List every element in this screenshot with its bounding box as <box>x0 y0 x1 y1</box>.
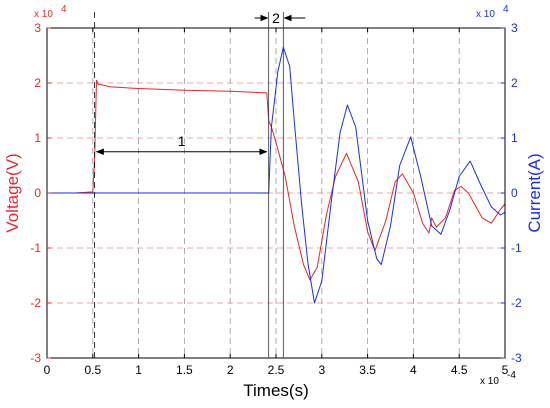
x-axis-multiplier: x 10 -4 <box>480 370 516 387</box>
x-tick-label: 2 <box>227 363 234 377</box>
y-left-multiplier-base: x 10 <box>34 9 53 20</box>
y-right-tick-label: -2 <box>511 296 522 310</box>
x-tick-label: 0 <box>44 363 51 377</box>
y-axis-right-multiplier: x 10 4 <box>476 4 509 20</box>
y-right-multiplier-exponent: 4 <box>503 4 509 15</box>
y-left-tick-label: -2 <box>30 296 41 310</box>
axis-ticks: 0 0.5 1 1.5 2 2.5 3 3.5 4 4.5 5-3-2-10123-3-2-1012… <box>30 21 522 377</box>
interval-1-label: 1 <box>178 133 186 149</box>
annotation-layer: 12 <box>95 10 306 155</box>
x-tick-label: 0.5 <box>84 363 101 377</box>
y-right-tick-label: 3 <box>511 21 518 35</box>
y-right-tick-label: 2 <box>511 76 518 90</box>
annotation-marker-lines <box>94 12 284 358</box>
y-right-multiplier-base: x 10 <box>476 9 495 20</box>
y-left-tick-label: -1 <box>30 241 41 255</box>
x-tick-label: 2.5 <box>268 363 285 377</box>
y-left-multiplier-exponent: 4 <box>61 4 67 15</box>
x-axis-label: Times(s) <box>243 381 308 400</box>
voltage-series-line <box>47 79 506 281</box>
y-axis-left-label: Voltage(V) <box>3 153 22 232</box>
x-tick-label: 1.5 <box>176 363 193 377</box>
y-left-tick-label: 2 <box>34 76 41 90</box>
y-right-tick-label: -1 <box>511 241 522 255</box>
y-right-tick-label: -3 <box>511 351 522 365</box>
x-tick-label: 3.5 <box>359 363 376 377</box>
x-tick-label: 4.5 <box>451 363 468 377</box>
current-series-line <box>47 46 506 304</box>
x-tick-label: 4 <box>410 363 417 377</box>
y-left-tick-label: -3 <box>30 351 41 365</box>
y-right-tick-label: 0 <box>511 186 518 200</box>
y-left-tick-label: 1 <box>34 131 41 145</box>
chart-series-layer <box>47 46 506 304</box>
y-left-tick-label: 3 <box>34 21 41 35</box>
x-tick-label: 1 <box>135 363 142 377</box>
interval-2-label: 2 <box>272 10 280 26</box>
y-axis-right-label: Current(A) <box>525 153 544 232</box>
y-right-tick-label: 1 <box>511 131 518 145</box>
chart-grid <box>47 28 505 358</box>
x-tick-label: 3 <box>318 363 325 377</box>
y-axis-left-multiplier: x 10 4 <box>34 4 67 20</box>
x-multiplier-base: x 10 <box>480 376 499 387</box>
x-tick-label: 5 <box>502 363 509 377</box>
y-left-tick-label: 0 <box>34 186 41 200</box>
x-multiplier-exponent: -4 <box>507 370 516 381</box>
